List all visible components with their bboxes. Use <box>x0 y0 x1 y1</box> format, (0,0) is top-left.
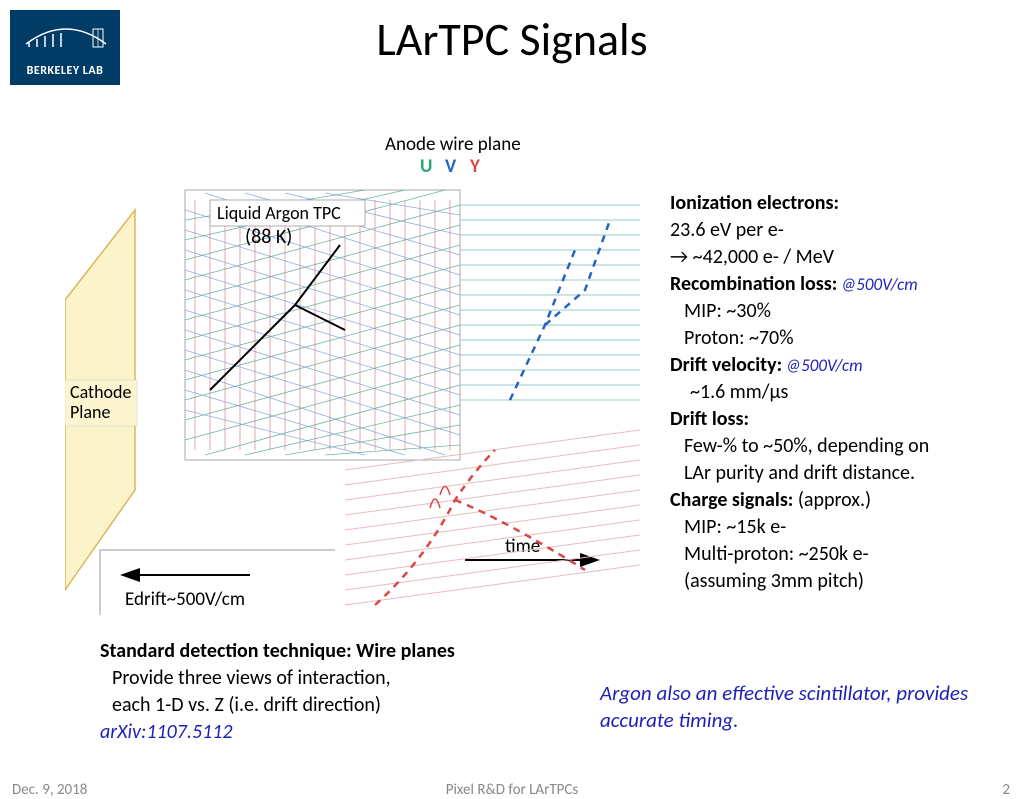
nu-track <box>210 245 345 390</box>
time-label: time <box>505 535 540 558</box>
scintillator-note: Argon also an effective scintillator, pr… <box>600 680 1010 735</box>
recombination-cond: @500V/cm <box>837 274 917 295</box>
temperature-label: (88 K) <box>245 225 292 249</box>
detection-technique: Standard detection technique: Wire plane… <box>100 638 600 746</box>
cathode-label-2: Plane <box>70 401 111 423</box>
footer-page: 2 <box>1002 781 1010 799</box>
ionization-line2: → ~42,000 e- / MeV <box>670 244 1010 271</box>
recombination-heading: Recombination loss: <box>670 272 837 296</box>
charge-multiproton: Multi-proton: ~250k e- <box>670 541 1010 568</box>
edrift-arrow <box>120 568 250 582</box>
y-label: Y <box>469 155 481 178</box>
recomb-mip: MIP: ~30% <box>670 298 1010 325</box>
drift-velocity-heading: Drift velocity: <box>670 353 782 377</box>
ionization-line1: 23.6 eV per e- <box>670 217 1010 244</box>
arxiv-ref: arXiv:1107.5112 <box>100 719 600 746</box>
cathode-label-1: Cathode <box>70 381 131 403</box>
footer-title: Pixel R&D for LArTPCs <box>0 781 1024 799</box>
charge-signals-heading: Charge signals: <box>670 488 793 512</box>
technique-heading: Standard detection technique: Wire plane… <box>100 638 600 665</box>
properties-panel: Ionization electrons: 23.6 eV per e- → ~… <box>670 190 1010 595</box>
ionization-heading: Ionization electrons: <box>670 191 839 215</box>
lartpc-diagram: Anode wire plane U V Y Cathode Plane Liq… <box>65 130 640 620</box>
charge-pitch: (assuming 3mm pitch) <box>670 568 1010 595</box>
charge-approx: (approx.) <box>793 488 871 512</box>
v-signals-bg <box>460 205 640 400</box>
technique-line1: Provide three views of interaction, <box>100 665 600 692</box>
technique-line2: each 1-D vs. Z (i.e. drift direction) <box>100 692 600 719</box>
v-wires <box>185 193 460 455</box>
charge-mip: MIP: ~15k e- <box>670 514 1010 541</box>
slide-title: LArTPC Signals <box>0 12 1024 68</box>
u-label: U <box>420 155 432 178</box>
v-label: V <box>445 155 457 178</box>
anode-label: Anode wire plane <box>385 133 521 156</box>
drift-loss-line2: LAr purity and drift distance. <box>670 460 1010 487</box>
drift-loss-heading: Drift loss: <box>670 407 749 431</box>
edrift-label: Edrift~500V/cm <box>125 588 245 611</box>
tpc-label: Liquid Argon TPC <box>217 202 341 224</box>
drift-velocity-value: ~1.6 mm/μs <box>670 379 1010 406</box>
drift-velocity-cond: @500V/cm <box>782 355 862 376</box>
recomb-proton: Proton: ~70% <box>670 325 1010 352</box>
drift-loss-line1: Few-% to ~50%, depending on <box>670 433 1010 460</box>
